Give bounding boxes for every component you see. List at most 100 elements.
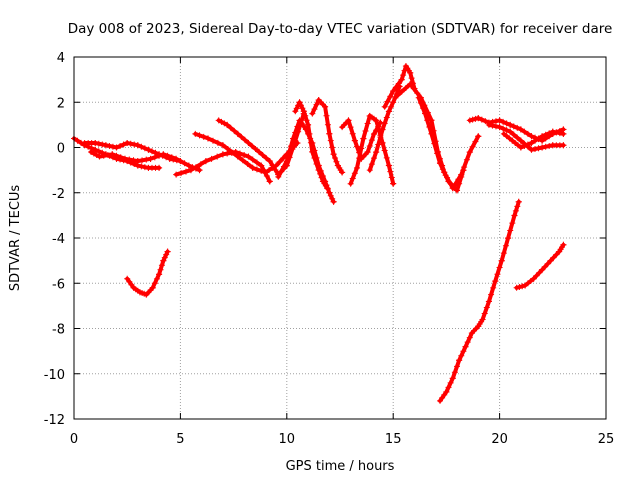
data-point bbox=[442, 172, 449, 179]
data-point bbox=[178, 170, 185, 177]
data-point bbox=[550, 254, 557, 261]
data-point bbox=[535, 135, 542, 142]
data-point bbox=[542, 143, 549, 150]
data-point bbox=[373, 149, 380, 156]
data-point bbox=[466, 149, 473, 156]
data-point bbox=[164, 248, 171, 255]
data-point bbox=[510, 131, 517, 138]
data-point bbox=[539, 144, 546, 151]
data-point bbox=[313, 160, 320, 167]
data-point bbox=[196, 132, 203, 139]
data-point bbox=[560, 142, 567, 149]
data-point bbox=[106, 142, 113, 149]
data-point bbox=[466, 117, 473, 124]
data-point bbox=[208, 155, 215, 162]
data-point bbox=[333, 158, 340, 165]
series-trace-t bbox=[437, 198, 522, 404]
data-point bbox=[517, 126, 524, 133]
data-point bbox=[354, 143, 361, 150]
data-point bbox=[219, 151, 226, 158]
data-point bbox=[258, 167, 265, 174]
data-point bbox=[134, 158, 141, 165]
data-point bbox=[514, 134, 521, 141]
data-point bbox=[460, 167, 467, 174]
data-point bbox=[364, 149, 371, 156]
data-point bbox=[349, 175, 356, 182]
data-point bbox=[192, 164, 199, 171]
series-trace-i bbox=[309, 96, 346, 176]
data-point bbox=[546, 130, 553, 137]
data-point bbox=[139, 157, 146, 164]
data-point bbox=[351, 137, 358, 144]
plot-area bbox=[71, 63, 567, 404]
series-trace-s bbox=[124, 248, 171, 298]
data-point bbox=[311, 154, 318, 161]
data-point bbox=[102, 142, 109, 149]
data-point bbox=[544, 260, 551, 267]
data-point bbox=[138, 143, 145, 150]
data-point bbox=[485, 298, 492, 305]
data-point bbox=[266, 178, 273, 185]
data-point bbox=[481, 310, 488, 317]
series-trace-u bbox=[513, 241, 567, 291]
data-point bbox=[464, 339, 471, 346]
data-point bbox=[157, 266, 164, 273]
data-point bbox=[256, 149, 263, 156]
x-tick-label: 10 bbox=[279, 432, 296, 447]
data-point bbox=[209, 137, 216, 144]
series-line bbox=[125, 249, 170, 297]
data-point bbox=[117, 154, 124, 161]
data-point bbox=[451, 184, 458, 191]
data-point bbox=[402, 84, 409, 91]
data-point bbox=[431, 140, 438, 147]
data-point bbox=[205, 135, 212, 142]
data-point bbox=[460, 348, 467, 355]
data-point bbox=[475, 133, 482, 140]
data-point bbox=[368, 137, 375, 144]
data-point bbox=[393, 84, 400, 91]
data-point bbox=[327, 137, 334, 144]
data-point bbox=[541, 263, 548, 270]
data-point bbox=[482, 118, 489, 125]
data-point bbox=[182, 168, 189, 175]
data-point bbox=[141, 164, 148, 171]
data-point bbox=[528, 139, 535, 146]
data-point bbox=[92, 146, 99, 153]
data-point bbox=[424, 117, 431, 124]
data-point bbox=[375, 141, 382, 148]
data-point bbox=[269, 162, 276, 169]
series-line bbox=[438, 199, 521, 403]
data-point bbox=[458, 352, 465, 359]
data-point bbox=[360, 135, 367, 142]
data-point bbox=[99, 141, 106, 148]
data-point bbox=[503, 120, 510, 127]
y-axis-title: SDTVAR / TECUs bbox=[8, 185, 23, 292]
data-point bbox=[309, 110, 316, 117]
data-point bbox=[428, 130, 435, 137]
data-point bbox=[117, 143, 124, 150]
data-point bbox=[492, 123, 499, 130]
data-point bbox=[283, 158, 290, 165]
data-point bbox=[323, 112, 330, 119]
data-point bbox=[490, 284, 497, 291]
series-trace-r bbox=[500, 128, 567, 151]
data-point bbox=[417, 99, 424, 106]
data-point bbox=[164, 152, 171, 159]
data-point bbox=[161, 254, 168, 261]
data-point bbox=[92, 139, 99, 146]
data-point bbox=[288, 143, 295, 150]
data-point bbox=[437, 160, 444, 167]
data-point bbox=[126, 156, 133, 163]
data-point bbox=[317, 170, 324, 177]
data-point bbox=[215, 117, 222, 124]
data-point bbox=[510, 123, 517, 130]
data-point bbox=[238, 133, 245, 140]
data-point bbox=[307, 139, 314, 146]
data-point bbox=[188, 167, 195, 174]
y-tick-label: -8 bbox=[52, 323, 65, 338]
data-point bbox=[349, 130, 356, 137]
data-point bbox=[394, 92, 401, 99]
data-point bbox=[299, 105, 306, 112]
data-point bbox=[556, 130, 563, 137]
data-point bbox=[384, 98, 391, 105]
